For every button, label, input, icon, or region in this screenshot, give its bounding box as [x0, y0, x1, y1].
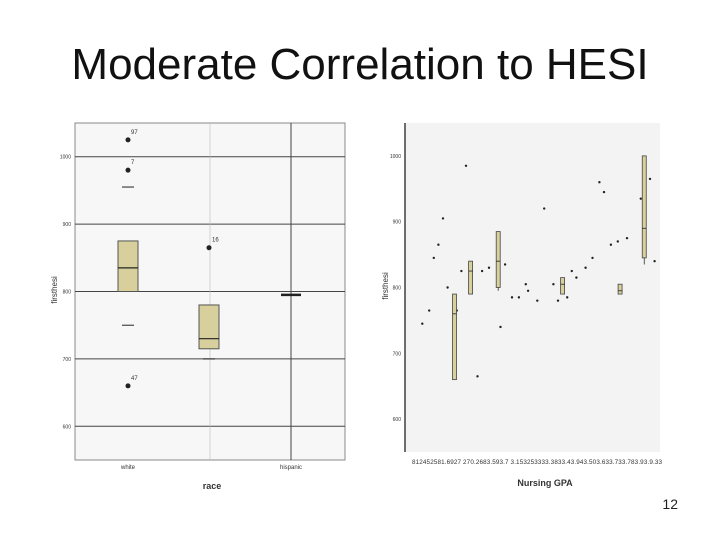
- y-axis-title: firsthesi: [50, 276, 59, 304]
- data-point: [476, 375, 479, 378]
- box: [198, 304, 220, 350]
- data-point: [503, 263, 507, 266]
- box: [495, 231, 501, 288]
- y-tick-label: 700: [393, 351, 402, 357]
- box: [617, 283, 623, 295]
- data-point: [602, 190, 606, 194]
- y-tick-label: 1000: [390, 154, 401, 160]
- data-point: [625, 236, 629, 240]
- outlier-label: 97: [131, 130, 138, 136]
- y-tick-label: 800: [63, 290, 72, 296]
- box: [468, 260, 474, 295]
- data-point: [421, 322, 424, 325]
- y-tick-label: 1000: [60, 155, 71, 161]
- data-point: [570, 269, 573, 273]
- data-point: [556, 299, 560, 302]
- x-tick-label: hispanic: [280, 465, 302, 471]
- data-point: [536, 299, 539, 302]
- y-axis-title: firsthesi: [381, 272, 390, 300]
- x-axis-title: race: [203, 481, 222, 491]
- data-point: [464, 164, 468, 167]
- page-number: 12: [662, 496, 678, 512]
- slide-title: Moderate Correlation to HESI: [71, 40, 649, 89]
- y-tick-label: 900: [393, 220, 402, 226]
- outlier-label: 16: [212, 238, 219, 244]
- outlier-point: [125, 383, 131, 389]
- data-point: [441, 217, 445, 220]
- x-tick-label: white: [120, 465, 136, 471]
- y-tick-label: 600: [393, 417, 402, 423]
- outlier-label: 47: [131, 376, 138, 382]
- data-point: [437, 243, 440, 246]
- data-point: [566, 296, 569, 299]
- y-tick-label: 900: [63, 222, 72, 228]
- outlier-point: [125, 167, 131, 173]
- data-point: [460, 269, 463, 273]
- y-tick-label: 800: [393, 286, 402, 292]
- x-axis-title: Nursing GPA: [517, 478, 573, 488]
- data-point: [584, 266, 587, 269]
- data-point: [480, 269, 484, 273]
- data-point: [543, 207, 546, 210]
- data-point: [446, 286, 449, 289]
- data-point: [499, 325, 502, 329]
- data-point: [639, 197, 642, 200]
- data-point: [428, 309, 431, 312]
- data-point: [609, 243, 613, 246]
- data-point: [524, 283, 527, 286]
- data-point: [598, 181, 601, 184]
- y-tick-label: 600: [63, 424, 72, 430]
- box: [560, 277, 565, 295]
- box: [452, 293, 457, 381]
- data-point: [432, 256, 435, 260]
- outlier-point: [125, 137, 131, 143]
- data-point: [487, 266, 491, 269]
- box: [117, 240, 139, 292]
- data-point: [591, 256, 594, 260]
- y-tick-label: 700: [63, 357, 72, 363]
- box: [641, 155, 647, 259]
- data-point: [653, 259, 656, 263]
- outlier-label: 7: [131, 160, 135, 166]
- outlier-point: [206, 245, 212, 251]
- data-point: [510, 296, 514, 299]
- data-point: [517, 296, 521, 299]
- data-point: [552, 283, 555, 286]
- x-tick-labels: 812452581.6927 270.2683.593.7 3.15325333…: [412, 459, 662, 466]
- data-point: [575, 276, 578, 279]
- data-point: [648, 177, 652, 181]
- data-point: [616, 240, 619, 243]
- data-point: [526, 289, 530, 292]
